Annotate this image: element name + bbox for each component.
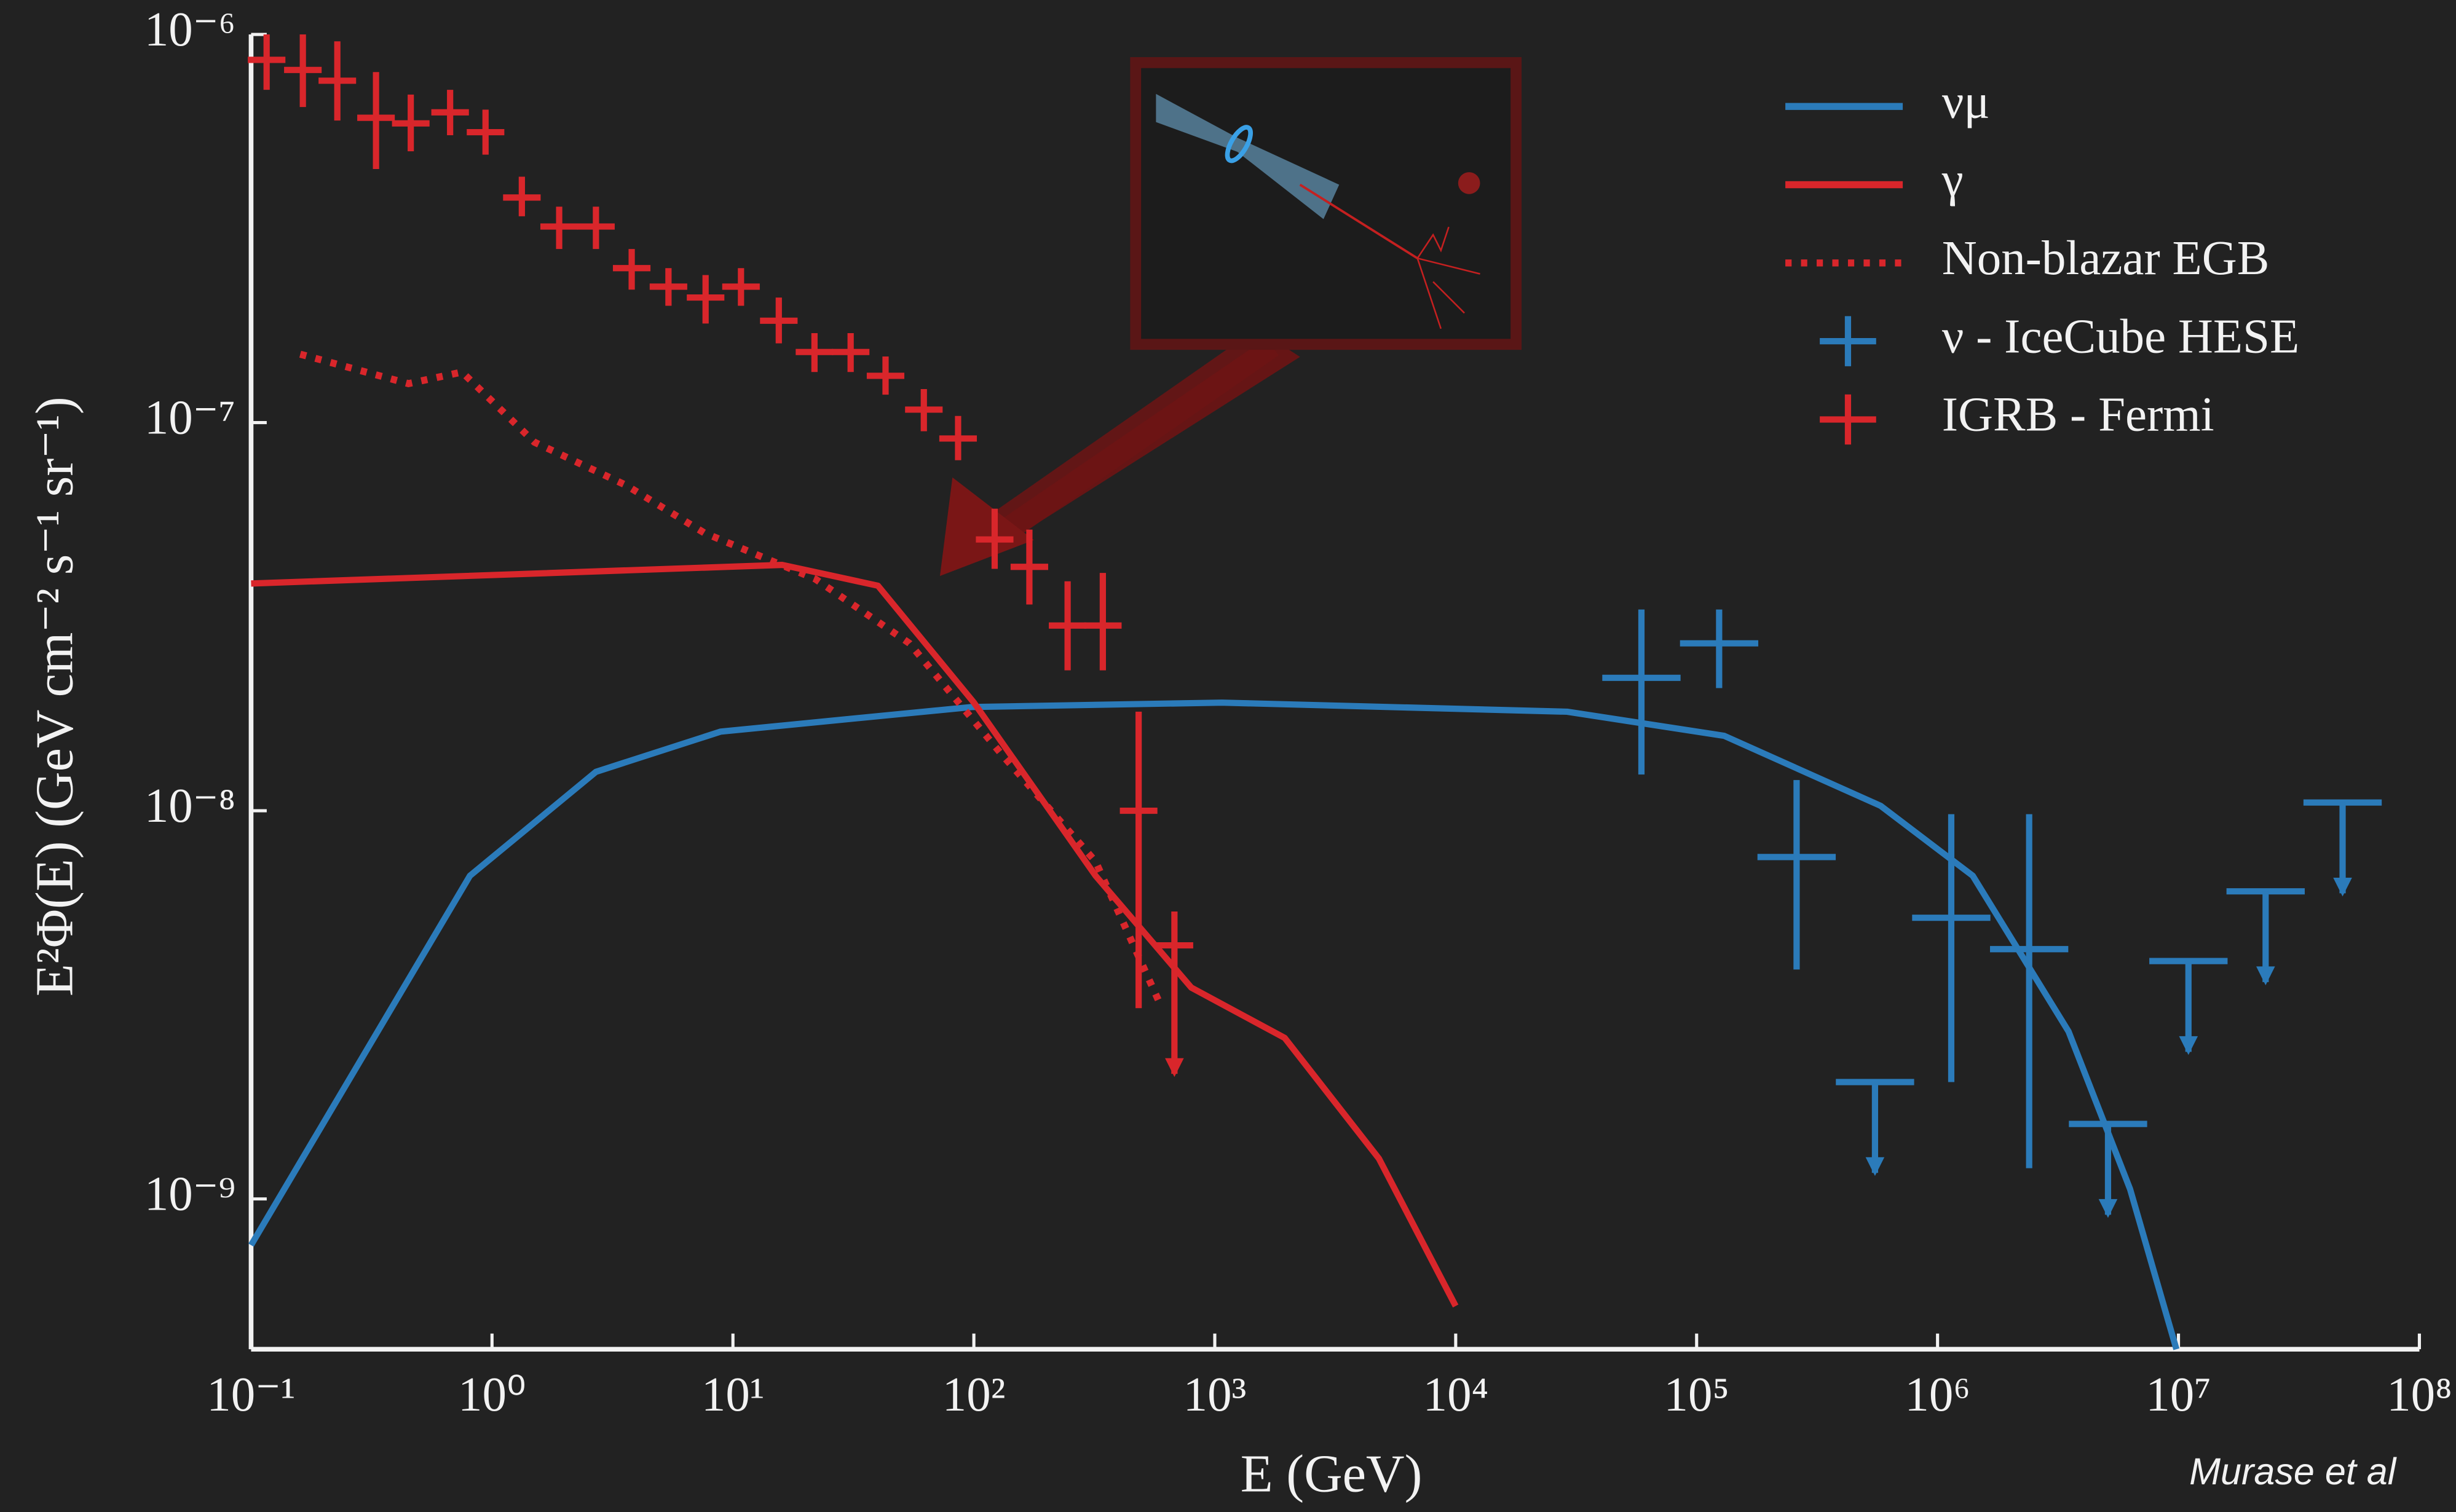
legend-label: Non-blazar EGB [1942,232,2270,285]
series-line [251,561,1459,1308]
x-tick-label: 10⁶ [1905,1368,1970,1422]
y-tick-label: 10⁻⁹ [144,1168,235,1221]
blazar-disk [1225,125,1253,163]
inset-frame [1130,57,1522,350]
y-axis-label: E²Φ(E) (GeV cm⁻² s⁻¹ sr⁻¹) [25,396,84,996]
x-tick-label: 10⁻¹ [207,1368,295,1422]
ebl-source [1458,172,1480,194]
legend-label: IGRB - Fermi [1942,388,2214,442]
x-tick-label: 10⁴ [1423,1368,1488,1422]
inset-diagram [939,57,1522,577]
legend-label: ν - IceCube HESE [1942,310,2300,363]
upper-limit-arrow [2256,966,2275,985]
plot-area: 10⁻¹ 10⁰ 10¹ 10² 10³ 10⁴ 10⁵ 10⁶ 10⁷ 10⁸ 10⁻⁹ 10⁻⁸ 1… [144,3,2452,1422]
x-axis-label: E (GeV) [1241,1444,1423,1503]
x-tick-label: 10⁸ [2387,1368,2452,1422]
legend-label: νμ [1942,75,1990,128]
upper-limit-arrow [2098,1199,2118,1218]
legend-label: γ [1941,154,1964,207]
x-tick-label: 10² [942,1368,1006,1422]
pointer-shaft [974,327,1279,554]
y-tick-label: 10⁻⁷ [144,392,235,445]
x-tick-label: 10³ [1183,1368,1247,1422]
credit: Murase et al [2189,1451,2397,1492]
x-tick-label: 10⁵ [1664,1368,1729,1422]
cascade [1416,226,1480,329]
upper-limit-arrow [1865,1157,1885,1176]
x-tick-label: 10⁷ [2146,1368,2211,1422]
upper-limit-arrow [2333,877,2352,897]
y-tick-label: 10⁻⁸ [144,779,235,833]
upper-limit-arrow [2179,1036,2198,1055]
gamma-ray [1299,183,1418,259]
x-tick-label: 10⁰ [458,1368,526,1422]
x-tick-label: 10¹ [701,1368,765,1422]
series-line [248,699,2180,1350]
upper-limit-arrow [1165,1058,1184,1077]
jet-cone [1156,93,1340,219]
y-tick-label: 10⁻⁶ [144,3,235,57]
pointer-head [939,477,1034,577]
